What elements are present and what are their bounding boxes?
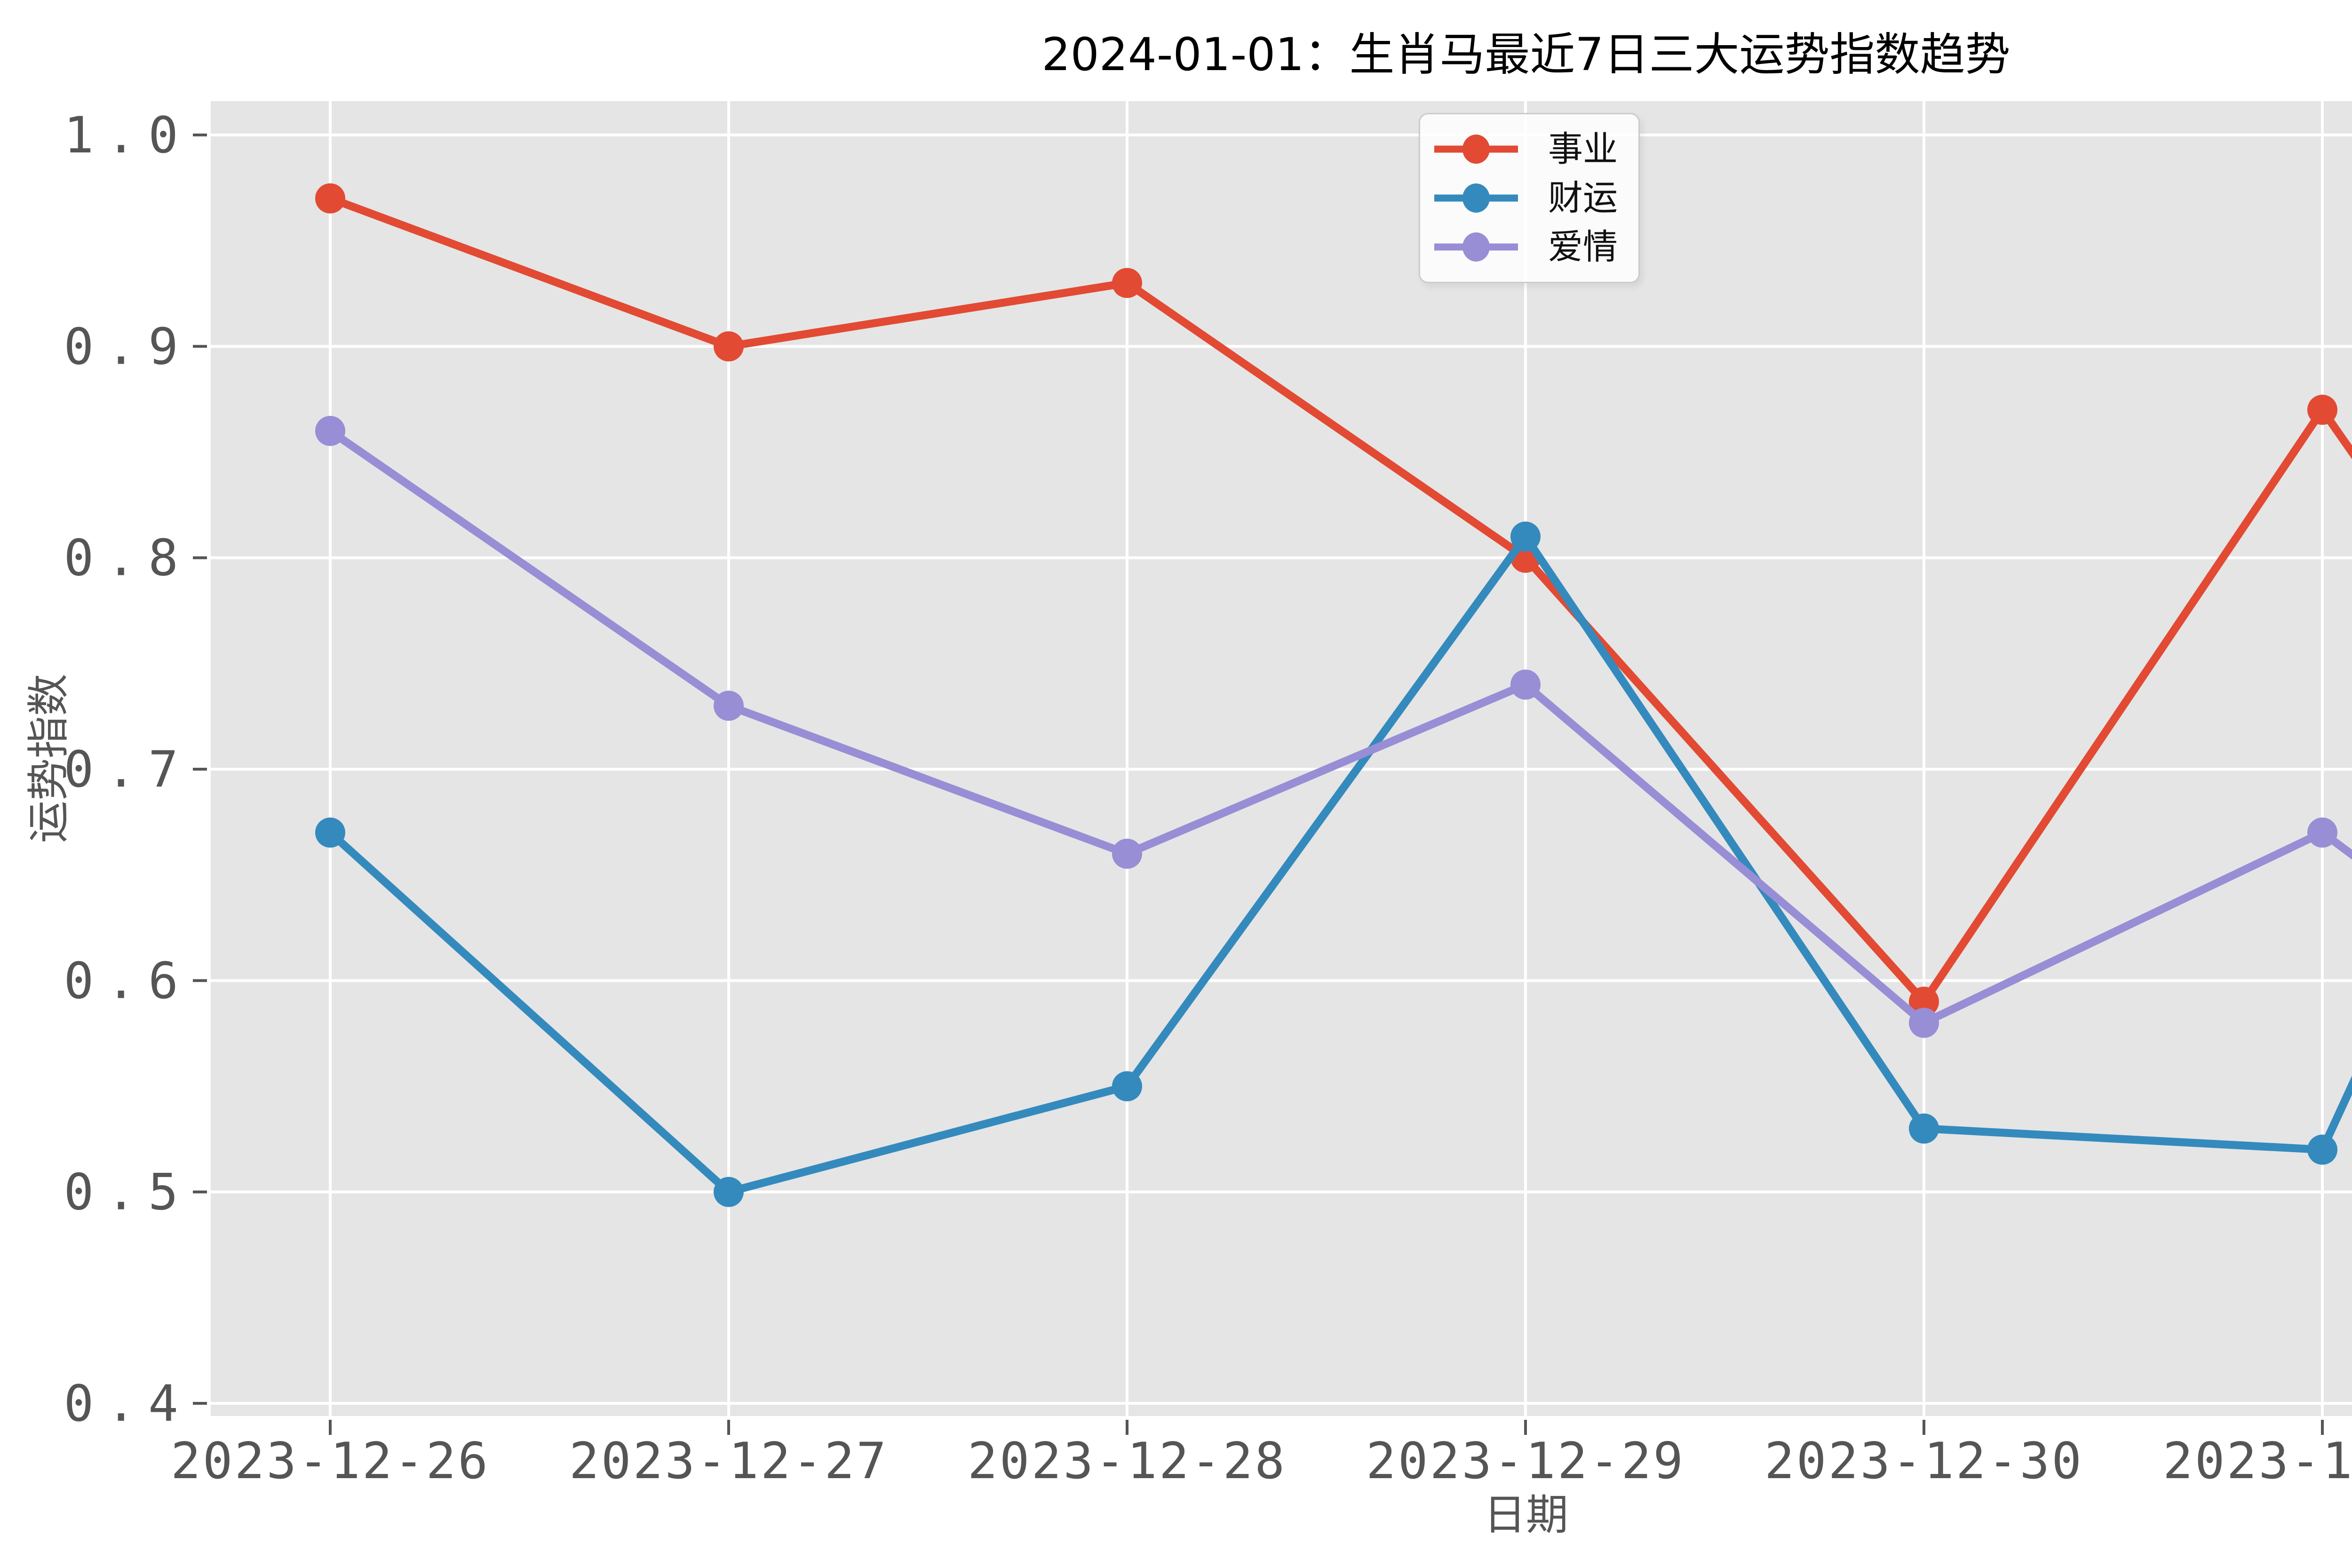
y-tick-label: 0.7 bbox=[64, 740, 191, 798]
data-point-marker bbox=[1909, 987, 1939, 1017]
data-point-marker bbox=[714, 691, 744, 721]
legend-sample-marker bbox=[1462, 183, 1490, 213]
data-point-marker bbox=[315, 183, 345, 214]
legend: 事业 财运 爱情 bbox=[1419, 113, 1640, 283]
data-point-marker bbox=[1909, 1113, 1939, 1144]
x-tick-label: 2023-12-30 bbox=[1764, 1432, 2083, 1490]
legend-label: 财运 bbox=[1548, 178, 1618, 218]
legend-label: 爱情 bbox=[1548, 227, 1618, 267]
y-tick-label: 0.8 bbox=[64, 529, 191, 587]
data-point-marker bbox=[2307, 1134, 2337, 1165]
data-point-marker bbox=[1510, 521, 1541, 552]
data-point-marker bbox=[714, 331, 744, 362]
data-point-marker bbox=[315, 817, 345, 848]
data-point-marker bbox=[1909, 1008, 1939, 1038]
x-tick-label: 2023-12-26 bbox=[171, 1432, 490, 1490]
data-point-marker bbox=[1510, 669, 1541, 700]
data-point-marker bbox=[315, 415, 345, 446]
x-tick-label: 2023-12-31 bbox=[2163, 1432, 2352, 1490]
chart-title: 2024-01-01：生肖马最近7日三大运势指数趋势 bbox=[1041, 28, 2010, 81]
y-tick-label: 0.4 bbox=[64, 1375, 191, 1433]
legend-item-1: 财运 bbox=[1431, 175, 1624, 221]
axes-background bbox=[211, 101, 2352, 1416]
legend-sample-marker bbox=[1462, 232, 1490, 262]
data-point-marker bbox=[2307, 395, 2337, 425]
legend-line-marker-icon bbox=[1434, 232, 1518, 262]
series-1-group bbox=[315, 521, 2352, 1207]
data-point-marker bbox=[1112, 268, 1142, 298]
legend-sample-marker bbox=[1462, 135, 1490, 164]
legend-line-marker-icon bbox=[1434, 135, 1518, 164]
y-axis-label: 运势指数 bbox=[24, 674, 73, 843]
series-2-group bbox=[315, 415, 2352, 1038]
y-tick-label: 0.6 bbox=[64, 952, 191, 1010]
legend-label: 事业 bbox=[1548, 129, 1618, 169]
data-point-marker bbox=[1112, 838, 1142, 869]
y-tick-label: 0.9 bbox=[64, 318, 191, 375]
x-tick-label: 2023-12-28 bbox=[968, 1432, 1287, 1490]
legend-item-2: 爱情 bbox=[1431, 224, 1624, 270]
data-point-marker bbox=[2307, 817, 2337, 848]
x-tick-label: 2023-12-27 bbox=[569, 1432, 888, 1490]
legend-item-0: 事业 bbox=[1431, 127, 1624, 172]
data-point-marker bbox=[1112, 1071, 1142, 1102]
data-point-marker bbox=[714, 1177, 744, 1207]
y-tick-label: 1.0 bbox=[64, 106, 191, 164]
legend-line-marker-icon bbox=[1434, 183, 1518, 213]
y-tick-label: 0.5 bbox=[64, 1163, 191, 1221]
x-tick-label: 2023-12-29 bbox=[1366, 1432, 1685, 1490]
x-axis-label: 日期 bbox=[1484, 1490, 1568, 1540]
